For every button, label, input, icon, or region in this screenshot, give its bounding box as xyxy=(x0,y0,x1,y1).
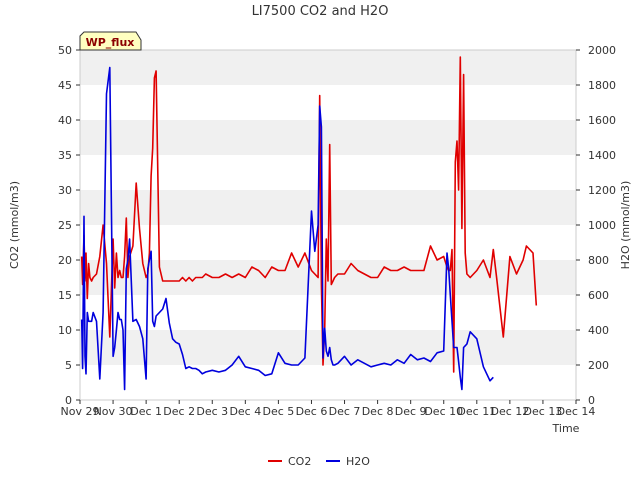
y-left-tick-label: 40 xyxy=(58,114,72,127)
y-left-tick-label: 35 xyxy=(58,149,72,162)
y-right-tick-label: 1800 xyxy=(588,79,616,92)
series-line-h2o xyxy=(80,66,494,391)
y-left-tick-label: 25 xyxy=(58,219,72,232)
y-right-tick-label: 200 xyxy=(588,359,609,372)
x-tick-label: Dec 10 xyxy=(424,405,463,418)
grid-band xyxy=(80,50,576,85)
y-right-tick-label: 0 xyxy=(588,394,595,407)
series-layer xyxy=(80,56,538,391)
y-left-tick-label: 20 xyxy=(58,254,72,267)
y-right-tick-label: 1600 xyxy=(588,114,616,127)
wp-flux-annotation: WP_flux xyxy=(79,31,142,51)
grid-band xyxy=(80,120,576,155)
grid-band xyxy=(80,330,576,365)
axes-layer: 0 5 10 15 20 25 30 35 40 45 50 0 200 400 600 800 1000 120… xyxy=(58,44,616,418)
chart-title: LI7500 CO2 and H2O xyxy=(252,4,389,19)
legend: CO2 H2O xyxy=(268,455,370,468)
y-right-tick-label: 1000 xyxy=(588,219,616,232)
x-tick-label: Nov 30 xyxy=(94,405,133,418)
y-left-tick-label: 0 xyxy=(65,394,72,407)
x-tick-label: Dec 12 xyxy=(490,405,529,418)
series-line-co2 xyxy=(80,56,538,373)
y-right-tick-label: 1200 xyxy=(588,184,616,197)
y-left-tick-label: 10 xyxy=(58,324,72,337)
y-axis-right-label: H2O (mmol/m3) xyxy=(619,181,632,270)
y-right-tick-label: 1400 xyxy=(588,149,616,162)
x-tick-label: Dec 1 xyxy=(130,405,162,418)
x-tick-label: Dec 8 xyxy=(362,405,394,418)
y-right-tick-label: 600 xyxy=(588,289,609,302)
y-left-tick-label: 5 xyxy=(65,359,72,372)
y-right-tick-label: 2000 xyxy=(588,44,616,57)
x-tick-label: Dec 2 xyxy=(163,405,195,418)
x-tick-label: Dec 3 xyxy=(196,405,228,418)
x-tick-label: Dec 4 xyxy=(229,405,261,418)
legend-co2-label: CO2 xyxy=(288,455,311,468)
x-tick-label: Dec 5 xyxy=(263,405,295,418)
x-axis-label: Time xyxy=(552,422,580,435)
y-right-tick-label: 400 xyxy=(588,324,609,337)
y-left-tick-label: 15 xyxy=(58,289,72,302)
x-tick-label: Dec 14 xyxy=(557,405,596,418)
x-tick-label: Dec 6 xyxy=(296,405,328,418)
legend-h2o-label: H2O xyxy=(346,455,370,468)
x-tick-label: Dec 7 xyxy=(329,405,361,418)
y-axis-left-label: CO2 (mmol/m3) xyxy=(8,181,21,269)
y-left-tick-label: 45 xyxy=(58,79,72,92)
y-right-tick-label: 800 xyxy=(588,254,609,267)
annotation-box xyxy=(79,31,142,51)
y-left-tick-label: 50 xyxy=(58,44,72,57)
y-left-tick-label: 30 xyxy=(58,184,72,197)
x-tick-label: Dec 9 xyxy=(395,405,427,418)
x-tick-label: Dec 13 xyxy=(524,405,563,418)
x-tick-label: Dec 11 xyxy=(457,405,496,418)
annotation-text: WP_flux xyxy=(86,36,135,49)
x-tick-label: Nov 29 xyxy=(61,405,100,418)
